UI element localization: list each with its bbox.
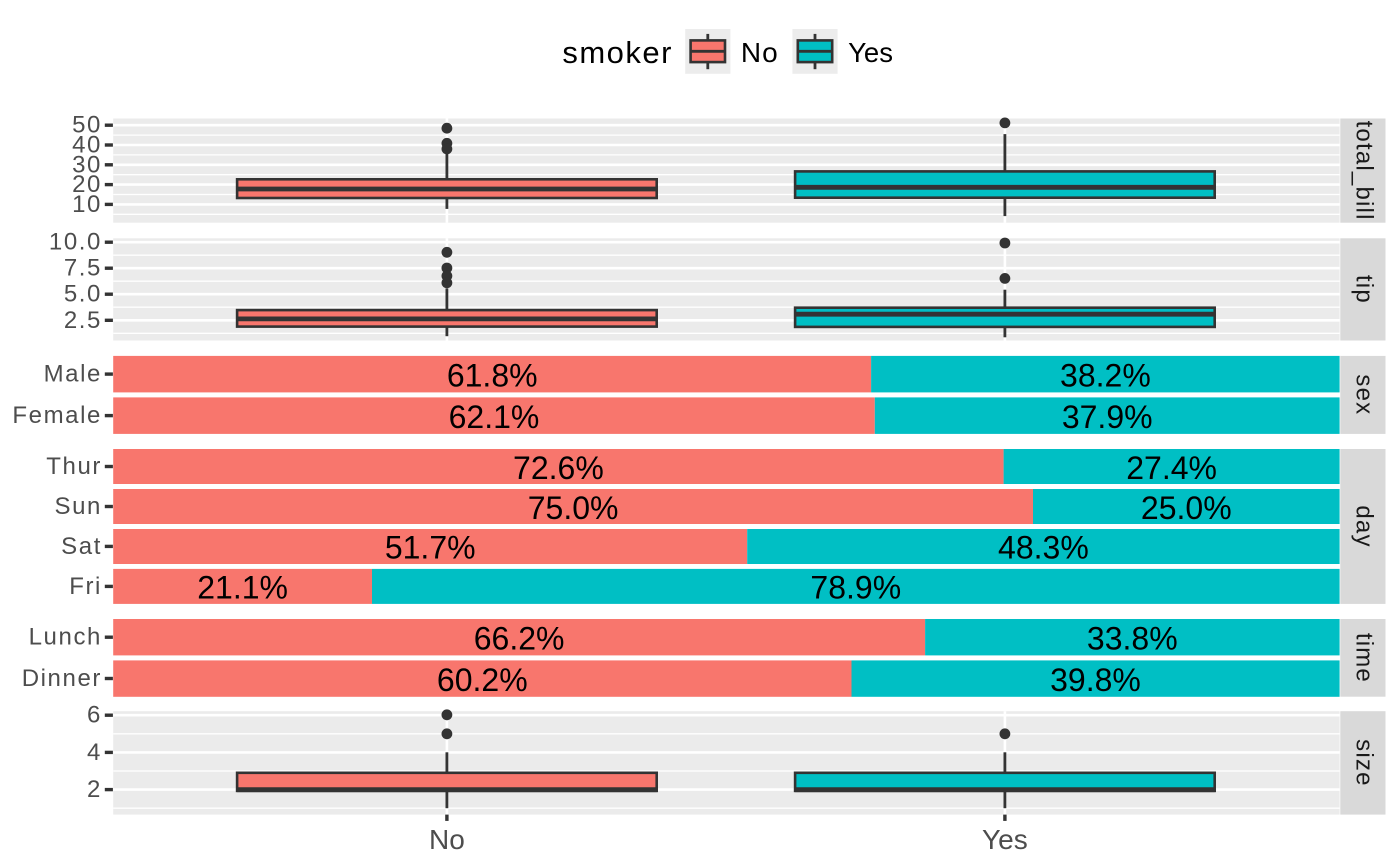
svg-text:Thur: Thur [46,453,102,480]
svg-text:62.1%: 62.1% [449,399,540,435]
svg-text:37.9%: 37.9% [1062,399,1153,435]
svg-text:day: day [1350,505,1377,547]
svg-text:Sat: Sat [61,533,102,560]
svg-text:sex: sex [1350,374,1377,415]
svg-text:30: 30 [72,151,102,178]
svg-text:40: 40 [72,132,102,159]
svg-text:Female: Female [12,402,102,429]
svg-text:4: 4 [87,739,102,766]
svg-text:33.8%: 33.8% [1087,621,1178,657]
svg-text:27.4%: 27.4% [1126,450,1217,486]
svg-text:Male: Male [44,361,102,388]
svg-text:61.8%: 61.8% [447,357,538,393]
svg-text:50: 50 [72,112,102,139]
svg-text:78.9%: 78.9% [810,570,901,606]
svg-text:time: time [1350,633,1377,683]
svg-text:75.0%: 75.0% [528,490,619,526]
svg-text:size: size [1350,739,1377,786]
svg-text:Fri: Fri [69,573,102,600]
svg-text:60.2%: 60.2% [437,662,528,698]
svg-text:Sun: Sun [54,493,102,520]
svg-text:2: 2 [87,776,102,803]
svg-text:10: 10 [72,191,102,218]
svg-text:66.2%: 66.2% [474,621,565,657]
svg-text:Yes: Yes [848,37,893,68]
svg-text:39.8%: 39.8% [1050,662,1141,698]
svg-text:No: No [741,37,779,68]
svg-text:72.6%: 72.6% [513,450,604,486]
svg-text:51.7%: 51.7% [385,530,476,566]
svg-text:10.0: 10.0 [49,229,102,256]
svg-text:Lunch: Lunch [29,624,102,651]
svg-text:5.0: 5.0 [64,281,102,308]
svg-text:38.2%: 38.2% [1060,357,1151,393]
svg-text:smoker: smoker [562,35,673,70]
svg-text:7.5: 7.5 [64,255,102,282]
svg-text:tip: tip [1350,275,1377,304]
svg-text:20: 20 [72,171,102,198]
svg-text:21.1%: 21.1% [197,570,288,606]
svg-text:Yes: Yes [982,824,1028,855]
svg-text:6: 6 [87,702,102,729]
svg-text:No: No [429,824,465,855]
svg-text:25.0%: 25.0% [1141,490,1232,526]
svg-text:48.3%: 48.3% [998,530,1089,566]
svg-text:Dinner: Dinner [22,665,102,692]
svg-text:total_bill: total_bill [1350,121,1377,221]
svg-text:2.5: 2.5 [64,307,102,334]
